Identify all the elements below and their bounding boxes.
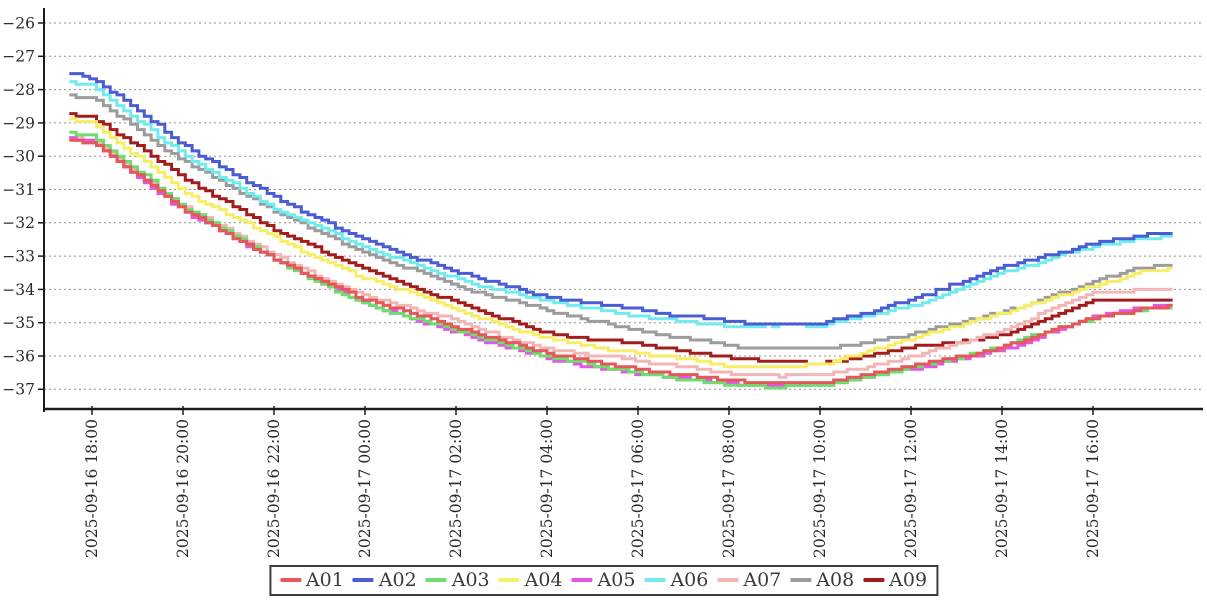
legend-label-A05: A05 bbox=[597, 569, 636, 591]
x-tick-label: 2025-09-17 12:00 bbox=[902, 419, 920, 558]
y-tick-label: −37 bbox=[2, 381, 35, 399]
x-tick-label: 2025-09-17 14:00 bbox=[993, 419, 1011, 558]
x-tick-label: 2025-09-17 00:00 bbox=[356, 419, 374, 558]
legend-label-A09: A09 bbox=[889, 569, 928, 591]
series-line-A08 bbox=[69, 93, 1173, 350]
legend-item-A06: A06 bbox=[644, 568, 708, 592]
legend-item-A05: A05 bbox=[571, 568, 636, 592]
legend-label-A02: A02 bbox=[378, 569, 417, 591]
y-tick-label: −32 bbox=[2, 214, 35, 232]
legend-swatch-A07 bbox=[717, 578, 739, 582]
legend-swatch-A02 bbox=[352, 578, 374, 582]
legend-item-A02: A02 bbox=[352, 568, 417, 592]
y-tick-label: −36 bbox=[2, 347, 35, 365]
y-tick-label: −35 bbox=[2, 314, 35, 332]
legend-label-A03: A03 bbox=[451, 569, 490, 591]
legend: A01 A02 A03 A04 A05 A06 A07 A08 A09 bbox=[268, 565, 939, 596]
legend-swatch-A05 bbox=[571, 578, 593, 582]
legend-item-A09: A09 bbox=[863, 568, 927, 592]
x-tick-label: 2025-09-16 22:00 bbox=[265, 419, 283, 558]
legend-label-A07: A07 bbox=[743, 569, 782, 591]
y-tick-label: −26 bbox=[2, 14, 35, 32]
y-tick-label: −31 bbox=[2, 181, 35, 199]
y-tick-label: −28 bbox=[2, 81, 35, 99]
legend-item-A03: A03 bbox=[425, 568, 490, 592]
y-tick-label: −33 bbox=[2, 248, 35, 266]
legend-item-A04: A04 bbox=[498, 568, 563, 592]
x-tick-label: 2025-09-17 16:00 bbox=[1084, 419, 1102, 558]
legend-swatch-A04 bbox=[498, 578, 520, 582]
legend-label-A01: A01 bbox=[305, 569, 344, 591]
legend-item-A07: A07 bbox=[717, 568, 781, 592]
legend-item-A08: A08 bbox=[790, 568, 854, 592]
series-line-A01 bbox=[69, 138, 1173, 385]
legend-swatch-A09 bbox=[863, 578, 885, 582]
legend-label-A08: A08 bbox=[816, 569, 855, 591]
x-tick-label: 2025-09-16 20:00 bbox=[174, 419, 192, 558]
legend-label-A04: A04 bbox=[524, 569, 563, 591]
x-tick-label: 2025-09-17 10:00 bbox=[811, 419, 829, 558]
x-tick-label: 2025-09-17 08:00 bbox=[720, 419, 738, 558]
legend-label-A06: A06 bbox=[670, 569, 709, 591]
series-line-A02 bbox=[69, 72, 1173, 326]
y-tick-label: −29 bbox=[2, 114, 35, 132]
series-line-A04 bbox=[69, 117, 1173, 369]
series-line-A06 bbox=[69, 80, 1173, 329]
y-tick-label: −30 bbox=[2, 148, 35, 166]
legend-swatch-A06 bbox=[644, 578, 666, 582]
legend-item-A01: A01 bbox=[279, 568, 344, 592]
legend-swatch-A01 bbox=[279, 578, 301, 582]
x-tick-label: 2025-09-17 04:00 bbox=[538, 419, 556, 558]
x-tick-label: 2025-09-17 02:00 bbox=[447, 419, 465, 558]
y-tick-label: −34 bbox=[2, 281, 35, 299]
x-tick-label: 2025-09-17 06:00 bbox=[629, 419, 647, 558]
x-tick-label: 2025-09-16 18:00 bbox=[83, 419, 101, 558]
y-tick-label: −27 bbox=[2, 48, 35, 66]
legend-swatch-A03 bbox=[425, 578, 447, 582]
legend-swatch-A08 bbox=[790, 578, 812, 582]
